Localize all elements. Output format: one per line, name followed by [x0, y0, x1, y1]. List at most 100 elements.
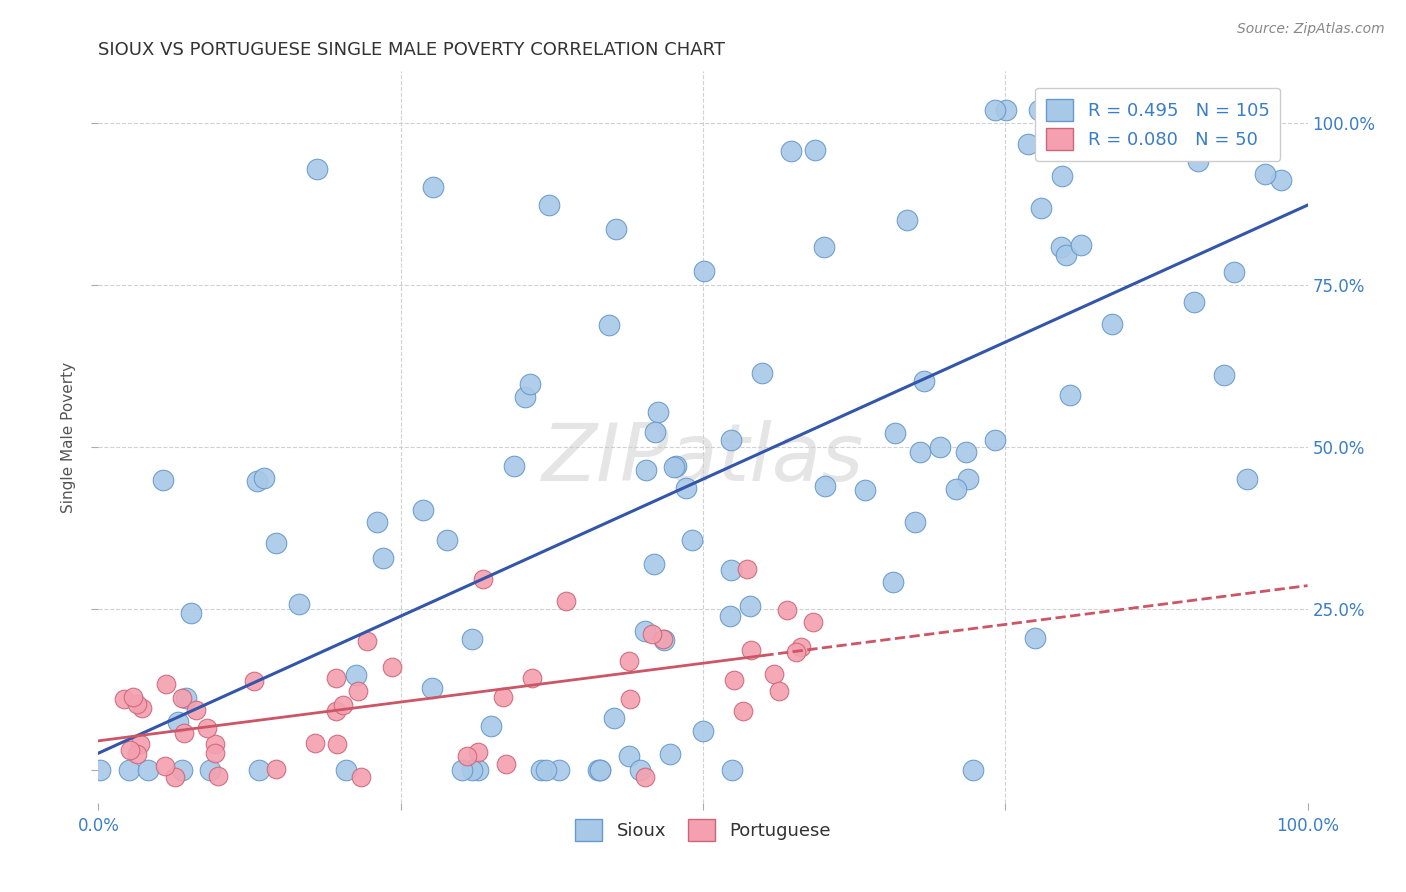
- Point: [720, 434, 742, 448]
- Point: [882, 574, 904, 589]
- Point: [548, 764, 571, 778]
- Point: [152, 474, 174, 488]
- Point: [350, 770, 373, 784]
- Point: [785, 645, 807, 659]
- Point: [662, 460, 685, 475]
- Point: [647, 405, 669, 419]
- Point: [366, 516, 388, 530]
- Legend: Sioux, Portuguese: Sioux, Portuguese: [568, 812, 838, 848]
- Point: [813, 240, 835, 254]
- Point: [1050, 169, 1073, 183]
- Point: [537, 197, 560, 211]
- Point: [605, 221, 627, 235]
- Point: [155, 677, 177, 691]
- Point: [1114, 103, 1136, 118]
- Point: [253, 470, 276, 484]
- Point: [912, 374, 935, 388]
- Point: [1236, 472, 1258, 486]
- Point: [121, 690, 143, 704]
- Point: [589, 764, 612, 778]
- Point: [165, 770, 187, 784]
- Point: [461, 764, 484, 778]
- Point: [762, 667, 785, 681]
- Point: [651, 632, 673, 646]
- Point: [174, 691, 197, 706]
- Point: [1254, 167, 1277, 181]
- Point: [204, 738, 226, 752]
- Point: [129, 737, 152, 751]
- Y-axis label: Single Male Poverty: Single Male Poverty: [60, 361, 76, 513]
- Point: [1017, 137, 1039, 152]
- Point: [153, 759, 176, 773]
- Point: [522, 671, 544, 685]
- Point: [1028, 103, 1050, 118]
- Point: [775, 603, 797, 617]
- Point: [983, 103, 1005, 118]
- Point: [266, 535, 288, 549]
- Point: [172, 764, 194, 778]
- Point: [456, 749, 478, 764]
- Point: [634, 770, 657, 784]
- Point: [461, 632, 484, 647]
- Point: [436, 533, 458, 547]
- Point: [371, 551, 394, 566]
- Point: [957, 472, 980, 486]
- Point: [287, 597, 309, 611]
- Point: [617, 748, 640, 763]
- Point: [1146, 125, 1168, 139]
- Point: [243, 673, 266, 688]
- Point: [326, 738, 349, 752]
- Point: [634, 463, 657, 477]
- Point: [955, 444, 977, 458]
- Point: [332, 698, 354, 713]
- Point: [125, 747, 148, 761]
- Point: [681, 533, 703, 547]
- Point: [304, 736, 326, 750]
- Text: ZIPatlas: ZIPatlas: [541, 420, 865, 498]
- Point: [335, 764, 357, 778]
- Point: [641, 627, 664, 641]
- Point: [246, 475, 269, 489]
- Point: [589, 764, 612, 778]
- Point: [492, 690, 515, 704]
- Point: [619, 691, 641, 706]
- Point: [693, 263, 716, 277]
- Point: [112, 692, 135, 706]
- Point: [801, 615, 824, 630]
- Point: [207, 769, 229, 783]
- Point: [186, 704, 208, 718]
- Point: [1187, 154, 1209, 169]
- Point: [117, 764, 139, 778]
- Point: [738, 599, 761, 613]
- Point: [855, 483, 877, 498]
- Point: [1024, 631, 1046, 645]
- Point: [305, 162, 328, 177]
- Point: [381, 660, 404, 674]
- Point: [1243, 103, 1265, 118]
- Point: [467, 745, 489, 759]
- Point: [325, 704, 347, 718]
- Point: [1187, 133, 1209, 147]
- Point: [1160, 103, 1182, 118]
- Point: [173, 726, 195, 740]
- Point: [422, 179, 444, 194]
- Point: [1223, 265, 1246, 279]
- Point: [779, 144, 801, 158]
- Point: [804, 143, 827, 157]
- Text: SIOUX VS PORTUGUESE SINGLE MALE POVERTY CORRELATION CHART: SIOUX VS PORTUGUESE SINGLE MALE POVERTY …: [98, 41, 725, 59]
- Text: Source: ZipAtlas.com: Source: ZipAtlas.com: [1237, 22, 1385, 37]
- Point: [768, 684, 790, 698]
- Point: [479, 719, 502, 733]
- Point: [195, 722, 218, 736]
- Point: [356, 633, 378, 648]
- Point: [1059, 388, 1081, 402]
- Point: [721, 764, 744, 778]
- Point: [735, 562, 758, 576]
- Point: [1184, 294, 1206, 309]
- Point: [1070, 238, 1092, 252]
- Point: [519, 376, 541, 391]
- Point: [994, 103, 1017, 118]
- Point: [790, 640, 813, 655]
- Point: [586, 764, 609, 778]
- Point: [467, 764, 489, 778]
